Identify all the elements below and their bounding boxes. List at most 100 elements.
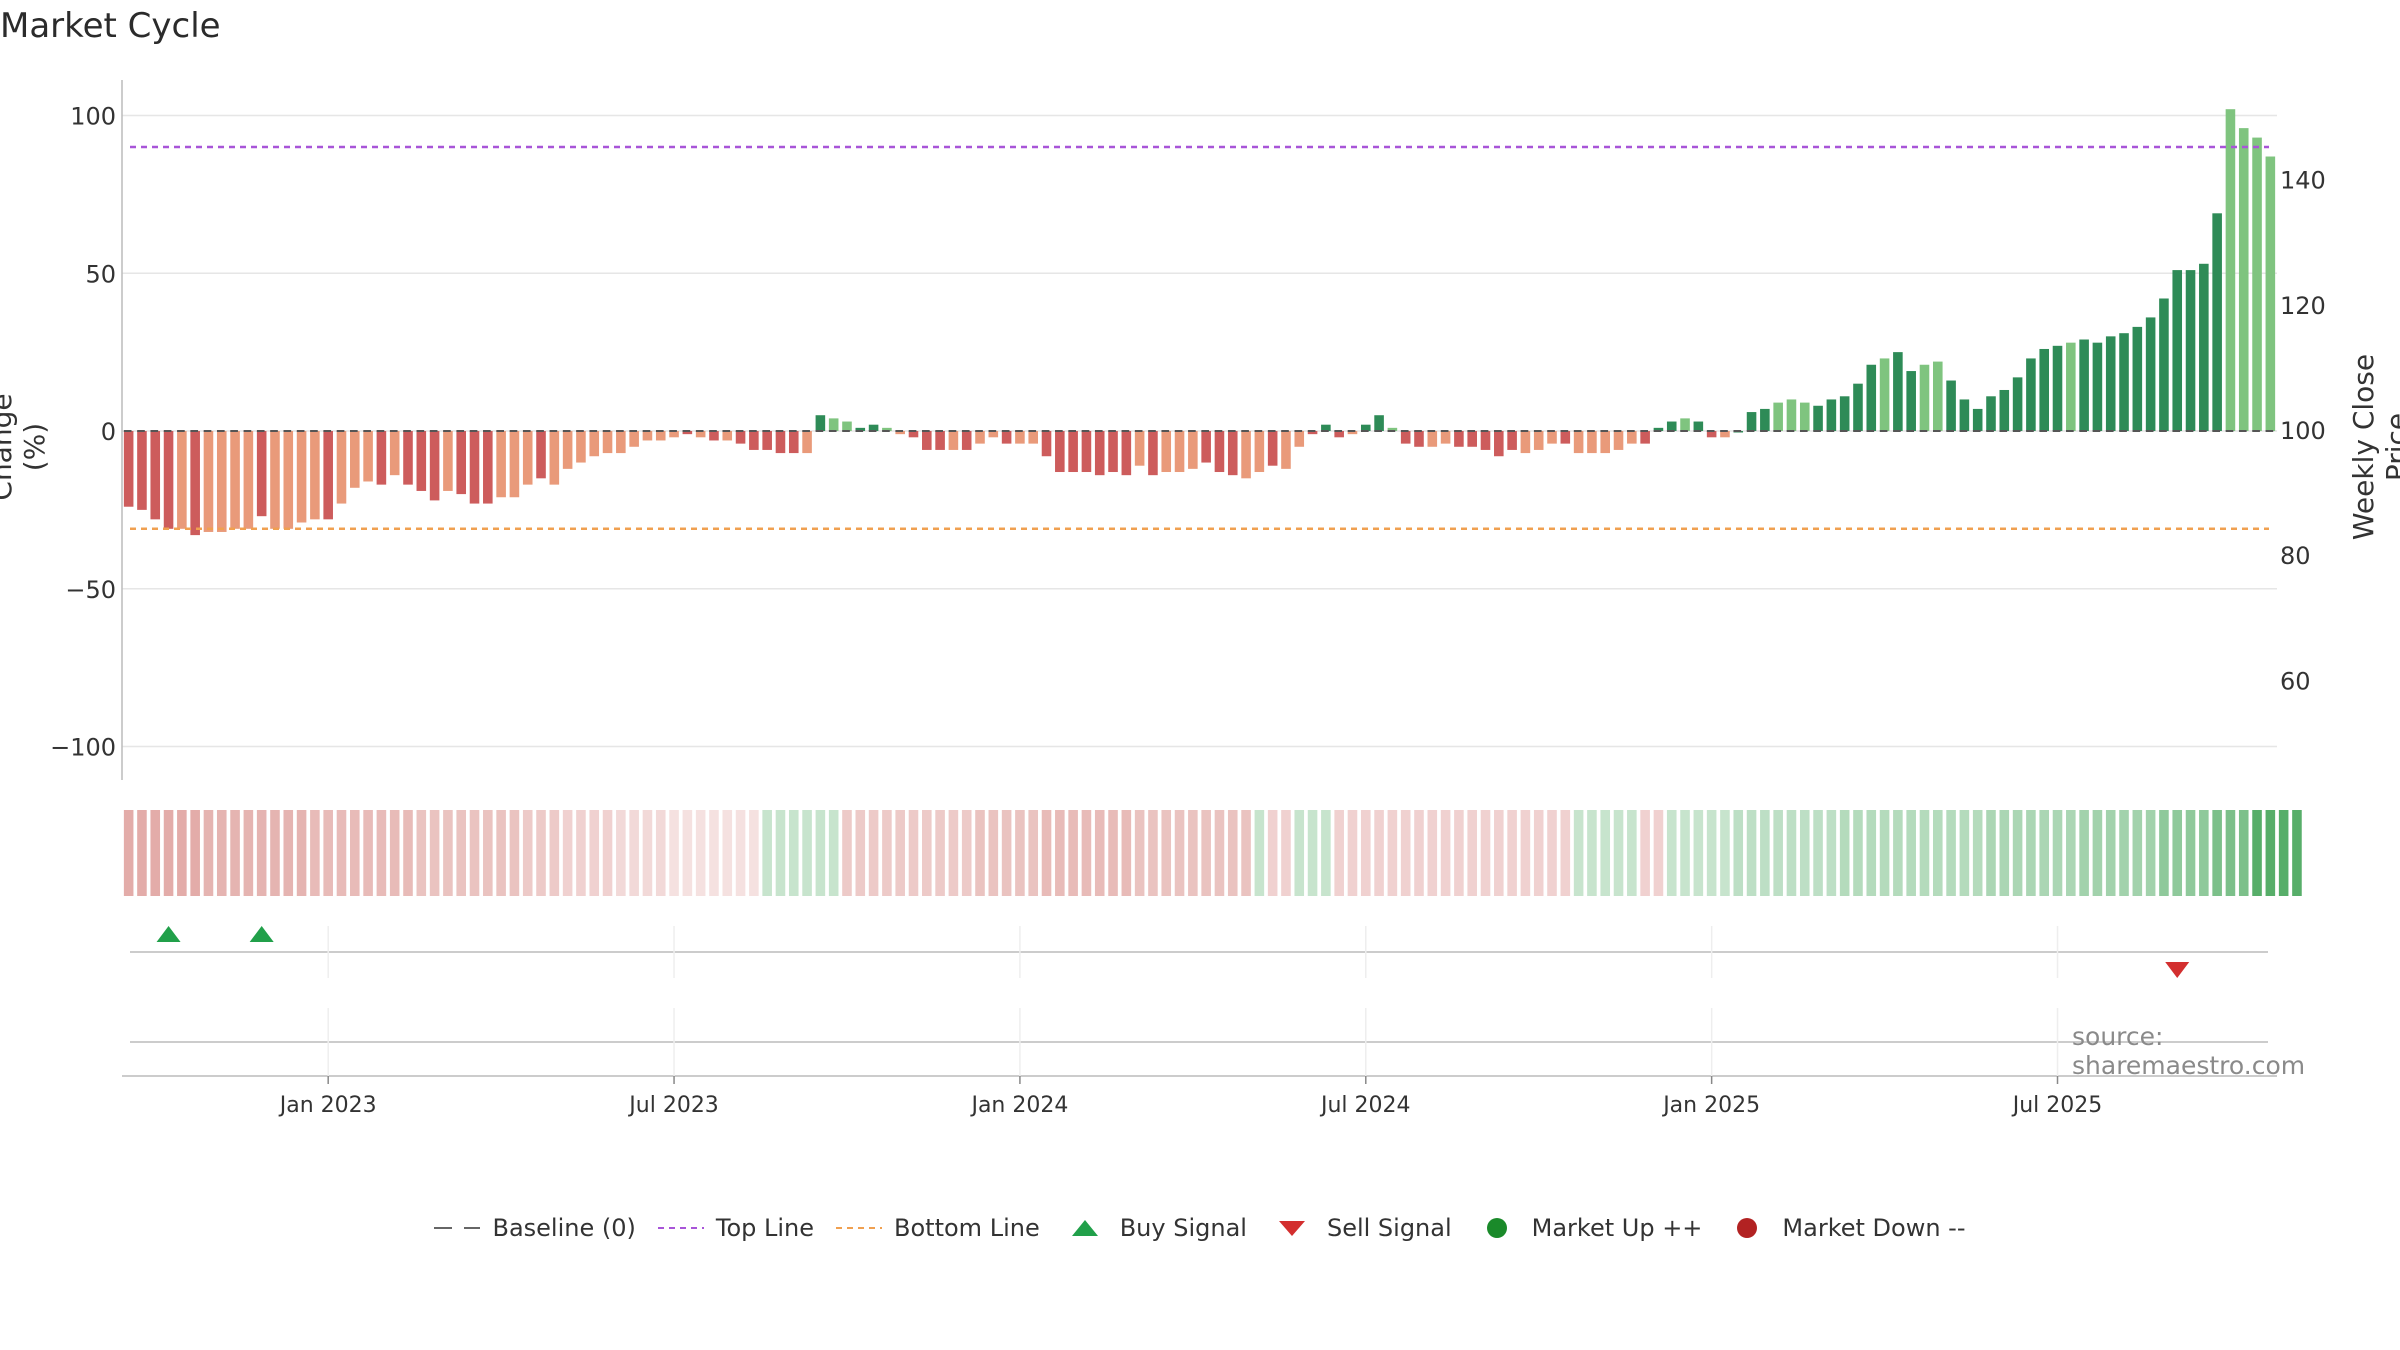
legend-label-sell: Sell Signal [1326, 1214, 1452, 1242]
legend-market-up[interactable]: Market Up ++ [1474, 1214, 1702, 1242]
heat-strip-cell [1640, 810, 1650, 896]
heat-strip-cell [190, 810, 200, 896]
bar [243, 431, 254, 529]
heat-strip-cell [1813, 810, 1823, 896]
heat-strip-cell [655, 810, 666, 896]
heat-strip-cell [922, 810, 932, 896]
bar [2199, 263, 2209, 431]
bar [363, 431, 373, 482]
bar [1188, 431, 1198, 469]
bar [416, 431, 427, 491]
bar [190, 431, 200, 536]
heat-strip-cell [2252, 810, 2262, 896]
heat-strip-cell [775, 810, 786, 896]
heat-strip-cell [815, 810, 826, 896]
heat-strip-cell [1254, 810, 1265, 896]
heat-strip-cell [1587, 810, 1597, 896]
heat-strip-cell [1627, 810, 1637, 896]
bar [429, 431, 440, 501]
heat-strip-cell [2079, 810, 2089, 896]
heat-strip-cell [137, 810, 147, 896]
bar [350, 431, 360, 488]
heat-strip-cell [1839, 810, 1850, 896]
bar [975, 431, 985, 444]
baseline-dash-icon [434, 1218, 481, 1238]
bar [1121, 431, 1132, 476]
x-tick-label: Jan 2023 [278, 1093, 377, 1118]
bar [1693, 421, 1704, 431]
bar [1706, 431, 1717, 438]
bar [2145, 317, 2156, 431]
bar [1893, 352, 1903, 431]
heat-strip-cell [1733, 810, 1744, 896]
heat-strip-cell [1666, 810, 1677, 896]
bar [722, 431, 733, 441]
bar [1347, 431, 1358, 435]
bar [735, 431, 746, 444]
bar [1906, 371, 1916, 431]
heat-strip-cell [1321, 810, 1331, 896]
legend-top-line[interactable]: Top Line [657, 1214, 814, 1242]
legend-baseline[interactable]: Baseline (0) [434, 1214, 636, 1242]
bar [1055, 431, 1065, 473]
legend-market-down[interactable]: Market Down -- [1724, 1214, 1966, 1242]
green-dot-icon [1474, 1218, 1520, 1238]
heat-strip-cell [1946, 810, 1956, 896]
heat-strip-cell [483, 810, 493, 896]
bar [443, 431, 453, 491]
heat-strip-cell [443, 810, 453, 896]
heat-strip-cell [2238, 810, 2249, 896]
bar [522, 431, 533, 485]
bar [1015, 431, 1025, 444]
bar [2238, 128, 2249, 431]
heat-strip-cell [642, 810, 653, 896]
heat-strip-cell [2039, 810, 2049, 896]
legend-sell-signal[interactable]: Sell Signal [1269, 1214, 1452, 1242]
heat-strip-cell [975, 810, 985, 896]
bar [1720, 431, 1730, 438]
buy-signal-marker [249, 926, 274, 942]
bar [1972, 408, 1983, 431]
bar [961, 431, 972, 450]
bar [549, 431, 560, 485]
heat-strip-cell [1480, 810, 1491, 896]
heat-strip-cell [1414, 810, 1424, 896]
heat-strip-cell [150, 810, 161, 896]
heat-strip-cell [1174, 810, 1185, 896]
bar [828, 418, 839, 431]
bar [1360, 424, 1371, 431]
heat-strip-cell [203, 810, 214, 896]
heat-strip-cell [709, 810, 719, 896]
bar [1387, 427, 1398, 431]
bar [1773, 402, 1783, 431]
heat-strip-cell [828, 810, 839, 896]
heat-strip-cell [1773, 810, 1783, 896]
top-line-dash-icon [657, 1218, 704, 1238]
heat-strip-cell [1746, 810, 1757, 896]
heat-strip-cell [1188, 810, 1198, 896]
legend-bottom-line[interactable]: Bottom Line [836, 1214, 1040, 1242]
bar [855, 427, 866, 431]
heat-strip-cell [1932, 810, 1943, 896]
bar [1600, 431, 1611, 454]
bar [709, 431, 719, 441]
bar [1241, 431, 1251, 479]
heat-strip-cell [1600, 810, 1611, 896]
bar [655, 431, 666, 441]
heat-strip-cell [948, 810, 959, 896]
heat-strip-cell [310, 810, 320, 896]
bar [762, 431, 772, 450]
bar [1254, 431, 1265, 473]
bar [1081, 431, 1092, 473]
chart-title: Market Cycle [0, 6, 221, 46]
bar [1813, 405, 1823, 431]
heat-strip-cell [935, 810, 945, 896]
bar [775, 431, 786, 454]
heat-strip-cell [576, 810, 586, 896]
bar [1666, 421, 1677, 431]
bar [1201, 431, 1211, 463]
heat-strip-cell [629, 810, 639, 896]
y-tick-label-left: 100 [70, 103, 116, 131]
heat-strip-cell [270, 810, 280, 896]
legend-buy-signal[interactable]: Buy Signal [1062, 1214, 1247, 1242]
